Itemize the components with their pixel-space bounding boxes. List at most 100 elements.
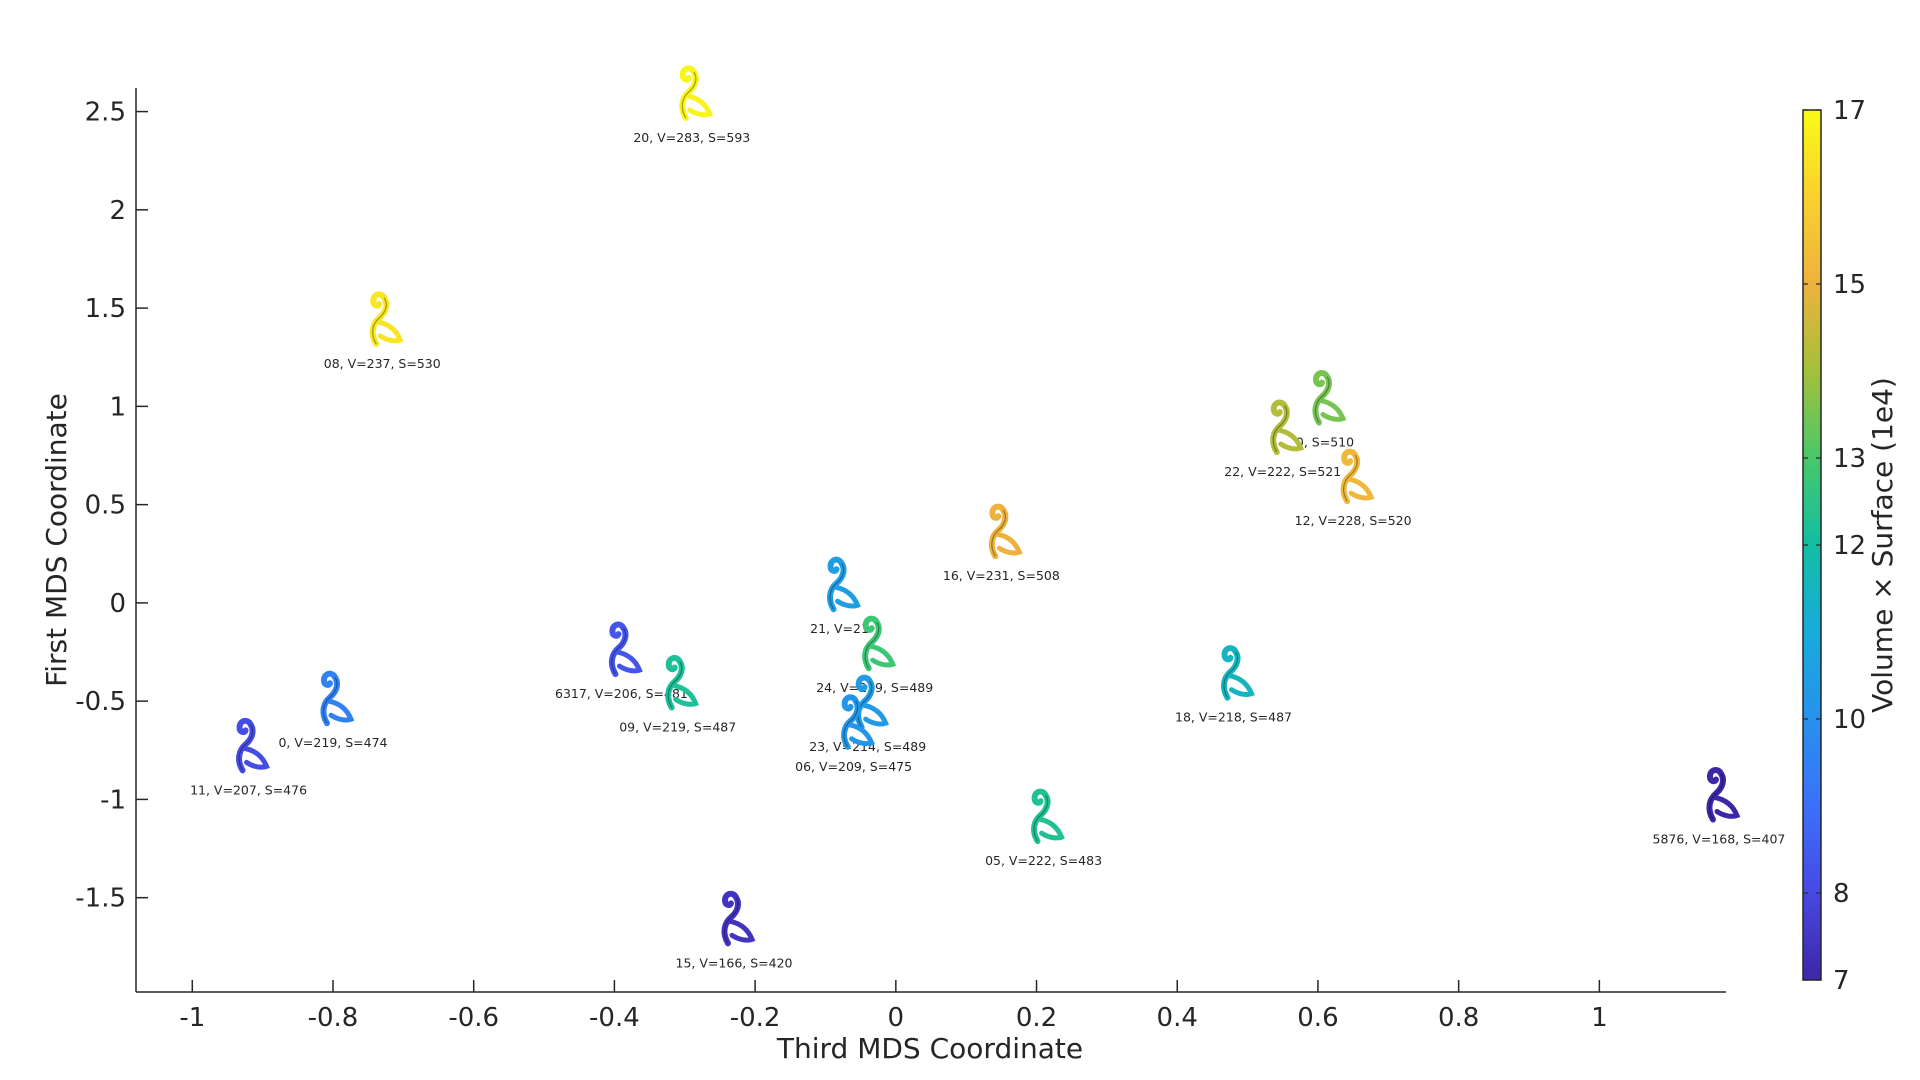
cochlea-outline (1708, 773, 1724, 820)
cochlea-canal-glyph (242, 745, 270, 770)
cochlea-glyph (665, 654, 685, 711)
cochlea-canal-glyph (833, 584, 861, 609)
point-label: 23, V=214, S=489 (809, 739, 926, 754)
point-label: 22, V=222, S=521 (1224, 464, 1341, 479)
cochlea-outline (1272, 405, 1288, 453)
x-tick-label: -0.8 (308, 1003, 359, 1033)
cochlea-outline (681, 71, 697, 119)
cochlea-outline (843, 700, 859, 748)
x-tick-label: 1 (1591, 1003, 1608, 1033)
point-label: 08, V=237, S=530 (324, 356, 441, 371)
colorbar-tick-label: 15 (1833, 270, 1866, 300)
data-point (1706, 766, 1741, 823)
point-label: 6317, V=206, S=481 (555, 686, 688, 701)
data-point (1220, 645, 1255, 701)
point-label: 12, V=228, S=520 (1295, 513, 1412, 528)
cochlea-canal-glyph (861, 702, 889, 727)
y-tick-label: -1 (100, 785, 126, 815)
y-tick-label: 0.5 (85, 491, 126, 521)
y-tick-label: -0.5 (75, 687, 126, 717)
cochlea-outline (667, 661, 683, 708)
data-point (608, 621, 643, 678)
y-tick-label: 1.5 (85, 294, 126, 324)
cochlea-glyph (1031, 788, 1051, 845)
point-label: 18, V=218, S=487 (1175, 710, 1292, 725)
y-tick-label: 2 (109, 196, 126, 226)
colorbar-tick-label: 8 (1833, 879, 1850, 909)
cochlea-canal-glyph (868, 643, 897, 668)
x-tick-label: -0.6 (448, 1003, 499, 1033)
data-point (1312, 370, 1347, 426)
point-label: 15, V=166, S=420 (676, 955, 793, 970)
cochlea-outline (857, 680, 873, 728)
cochlea-outline (1342, 454, 1358, 502)
cochlea-outline (238, 724, 254, 771)
cochlea-glyph (1220, 645, 1241, 701)
x-tick-label: 0.6 (1297, 1003, 1338, 1033)
cochlea-outline (1033, 794, 1049, 842)
data-point (320, 670, 355, 727)
data-points: 20, V=283, S=593 08, V=237, S=530 0, S=510… (190, 65, 1786, 970)
cochlea-glyph (679, 65, 699, 121)
point-label: 11, V=207, S=476 (190, 782, 307, 797)
x-tick-label: -0.2 (730, 1003, 781, 1033)
cochlea-glyph (320, 670, 341, 727)
colorbar-tick-label: 12 (1833, 531, 1866, 561)
cochlea-canal-glyph (847, 722, 875, 747)
cochlea-outline (723, 896, 739, 944)
point-label: 0, V=219, S=474 (278, 735, 387, 750)
data-point (665, 654, 700, 711)
data-point (827, 556, 861, 613)
x-tick-label: 0.8 (1438, 1003, 1479, 1033)
cochlea-canal-glyph (1037, 816, 1065, 841)
y-axis-title: First MDS Coordinate (40, 393, 73, 687)
colorbar-tick-label: 13 (1833, 444, 1866, 474)
y-tick-label: 1 (109, 392, 126, 422)
x-tick-label: -1 (179, 1003, 205, 1033)
cochlea-canal-glyph (1276, 427, 1305, 452)
x-tick-label: -0.4 (589, 1003, 640, 1033)
point-label: 21, V=21 (810, 621, 869, 636)
x-tick-label: 0 (888, 1003, 905, 1033)
cochlea-outline (611, 627, 627, 675)
cochlea-outline (1314, 376, 1330, 423)
data-point (841, 694, 875, 750)
cochlea-glyph (988, 503, 1009, 560)
point-label: 0, S=510 (1296, 435, 1354, 450)
cochlea-glyph (1706, 766, 1726, 823)
x-axis-ticks: -1 -0.8 -0.6 -0.4 -0.2 0 0.2 0.4 0.6 0.8 1 (179, 980, 1608, 1033)
cochlea-canal-glyph (375, 319, 404, 344)
point-label: 05, V=222, S=483 (985, 853, 1102, 868)
cochlea-canal-glyph (1346, 476, 1375, 501)
cochlea-glyph (608, 621, 629, 678)
cochlea-canal-glyph (1227, 673, 1255, 697)
data-point (369, 291, 404, 347)
point-label: 20, V=283, S=593 (633, 130, 750, 145)
cochlea-glyph (1312, 370, 1332, 426)
cochlea-outline (322, 676, 338, 724)
cochlea-outline (991, 509, 1006, 557)
cochlea-canal-glyph (671, 682, 700, 707)
cochlea-canal-glyph (614, 649, 643, 674)
cochlea-glyph (862, 615, 882, 672)
cochlea-glyph (827, 556, 847, 613)
cochlea-canal-glyph (685, 93, 714, 118)
cochlea-canal-glyph (1712, 795, 1741, 819)
colorbar-ticks: 7 8 10 12 13 15 17 (1803, 96, 1866, 996)
colorbar-tick-label: 7 (1833, 966, 1850, 996)
y-tick-label: 2.5 (85, 98, 126, 128)
data-point (988, 503, 1023, 560)
cochlea-glyph (841, 694, 861, 750)
y-tick-label: 0 (109, 589, 126, 619)
data-point (721, 890, 756, 947)
cochlea-canal-glyph (1318, 398, 1347, 422)
data-point (679, 65, 714, 121)
point-label: 06, V=209, S=475 (795, 759, 912, 774)
data-point (1031, 788, 1065, 845)
point-label: 5876, V=168, S=407 (1653, 832, 1786, 847)
data-point (1270, 399, 1305, 456)
cochlea-outline (1223, 651, 1239, 698)
x-tick-label: 0.2 (1016, 1003, 1057, 1033)
cochlea-glyph (236, 717, 256, 774)
